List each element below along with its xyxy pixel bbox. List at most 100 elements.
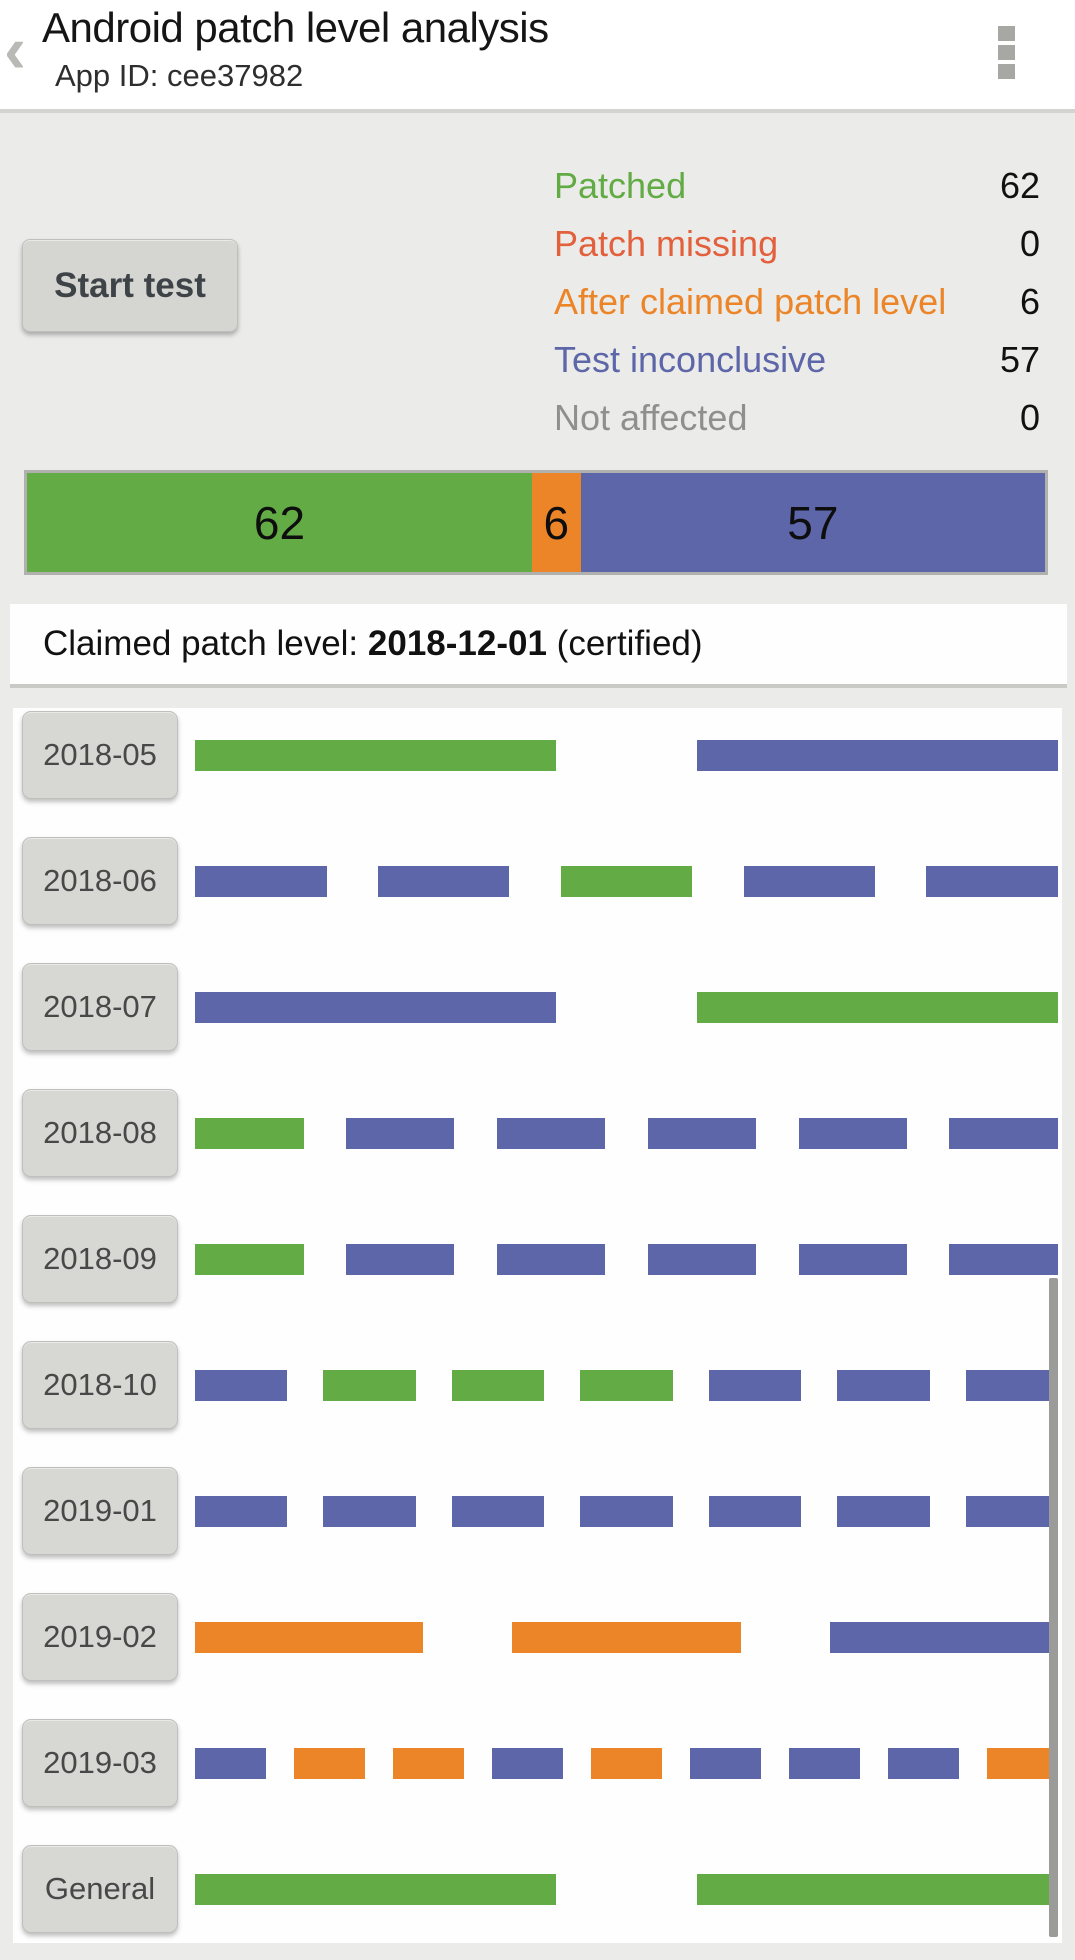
test-result-bars bbox=[195, 740, 1058, 771]
month-button-2018-08[interactable]: 2018-08 bbox=[22, 1089, 178, 1177]
patch-month-row: 2018-05 bbox=[13, 711, 1062, 799]
result-segment-after_claimed bbox=[293, 1748, 366, 1779]
result-segment-inconclusive bbox=[788, 1748, 861, 1779]
test-result-bars bbox=[195, 1118, 1058, 1149]
test-result-bars bbox=[195, 1244, 1058, 1275]
result-segment-inconclusive bbox=[887, 1748, 959, 1779]
result-segment-inconclusive bbox=[798, 1118, 908, 1149]
claimed-date: 2018-12-01 bbox=[367, 624, 547, 663]
legend-value: 6 bbox=[1019, 281, 1040, 322]
scrollbar[interactable] bbox=[1049, 1278, 1058, 1937]
result-segment-inconclusive bbox=[926, 866, 1058, 897]
result-segment-inconclusive bbox=[195, 992, 557, 1023]
results-legend: Patched 62 Patch missing 0 After claimed pat… bbox=[554, 157, 1040, 447]
result-segment-after_claimed bbox=[512, 1622, 741, 1653]
claimed-patch-level-bar: Claimed patch level: 2018-12-01 (certifi… bbox=[10, 604, 1067, 688]
claimed-suffix: (certified) bbox=[546, 624, 703, 663]
result-segment-inconclusive bbox=[837, 1370, 930, 1401]
legend-item: Test inconclusive 57 bbox=[554, 331, 1040, 389]
results-stacked-bar: 62 6 57 bbox=[24, 470, 1048, 575]
stacked-bar-segment: 62 bbox=[27, 473, 532, 572]
result-segment-after_claimed bbox=[590, 1748, 663, 1779]
test-result-bars bbox=[195, 1874, 1058, 1905]
patch-month-row: General bbox=[13, 1845, 1062, 1933]
result-segment-inconclusive bbox=[949, 1244, 1058, 1275]
month-button-2018-10[interactable]: 2018-10 bbox=[22, 1341, 178, 1429]
test-result-bars bbox=[195, 1622, 1058, 1653]
result-segment-inconclusive bbox=[195, 1748, 267, 1779]
patch-month-row: 2019-01 bbox=[13, 1467, 1062, 1555]
result-segment-inconclusive bbox=[965, 1496, 1058, 1527]
month-button-2018-07[interactable]: 2018-07 bbox=[22, 963, 178, 1051]
test-result-bars bbox=[195, 866, 1058, 897]
patch-month-row: 2018-07 bbox=[13, 963, 1062, 1051]
legend-label: Test inconclusive bbox=[554, 339, 827, 380]
result-segment-patched bbox=[560, 866, 693, 897]
result-segment-inconclusive bbox=[451, 1496, 545, 1527]
result-segment-patched bbox=[323, 1370, 416, 1401]
result-segment-patched bbox=[195, 1118, 304, 1149]
back-icon[interactable]: ‹ bbox=[4, 12, 26, 86]
result-segment-inconclusive bbox=[689, 1748, 762, 1779]
legend-label: Not affected bbox=[554, 397, 748, 438]
result-segment-patched bbox=[195, 1244, 304, 1275]
result-segment-inconclusive bbox=[195, 1370, 288, 1401]
legend-label: Patched bbox=[554, 165, 687, 206]
result-segment-inconclusive bbox=[708, 1370, 802, 1401]
month-button-2018-09[interactable]: 2018-09 bbox=[22, 1215, 178, 1303]
result-segment-inconclusive bbox=[345, 1244, 455, 1275]
legend-label: After claimed patch level bbox=[554, 281, 947, 322]
result-segment-inconclusive bbox=[377, 866, 510, 897]
overflow-menu-icon[interactable] bbox=[998, 26, 1015, 83]
result-segment-after_claimed bbox=[195, 1622, 424, 1653]
result-segment-inconclusive bbox=[580, 1496, 673, 1527]
result-segment-inconclusive bbox=[829, 1622, 1058, 1653]
month-button-2019-01[interactable]: 2019-01 bbox=[22, 1467, 178, 1555]
legend-label: Patch missing bbox=[554, 223, 779, 264]
patch-month-row: 2019-02 bbox=[13, 1593, 1062, 1681]
month-button-2018-05[interactable]: 2018-05 bbox=[22, 711, 178, 799]
app-header: ‹ Android patch level analysis App ID: c… bbox=[0, 0, 1075, 113]
result-segment-inconclusive bbox=[965, 1370, 1058, 1401]
result-segment-inconclusive bbox=[195, 1496, 288, 1527]
patch-month-row: 2018-08 bbox=[13, 1089, 1062, 1177]
result-segment-after_claimed bbox=[986, 1748, 1058, 1779]
test-result-bars bbox=[195, 1748, 1058, 1779]
legend-item: After claimed patch level 6 bbox=[554, 273, 1040, 331]
result-segment-inconclusive bbox=[195, 866, 327, 897]
result-segment-inconclusive bbox=[496, 1118, 606, 1149]
patch-month-row: 2018-09 bbox=[13, 1215, 1062, 1303]
result-segment-patched bbox=[580, 1370, 673, 1401]
result-segment-patched bbox=[195, 1874, 557, 1905]
result-segment-patched bbox=[696, 992, 1058, 1023]
month-button-2019-03[interactable]: 2019-03 bbox=[22, 1719, 178, 1807]
result-segment-inconclusive bbox=[647, 1118, 757, 1149]
stacked-bar-segment: 6 bbox=[531, 473, 581, 572]
legend-item: Patched 62 bbox=[554, 157, 1040, 215]
legend-item: Not affected 0 bbox=[554, 389, 1040, 447]
patch-month-row: 2018-06 bbox=[13, 837, 1062, 925]
month-button-2018-06[interactable]: 2018-06 bbox=[22, 837, 178, 925]
legend-value: 0 bbox=[1019, 397, 1040, 438]
month-button-2019-02[interactable]: 2019-02 bbox=[22, 1593, 178, 1681]
test-result-bars bbox=[195, 1496, 1058, 1527]
start-test-button[interactable]: Start test bbox=[22, 239, 238, 332]
result-segment-patched bbox=[195, 740, 557, 771]
test-result-bars bbox=[195, 992, 1058, 1023]
result-segment-patched bbox=[696, 1874, 1058, 1905]
result-segment-patched bbox=[451, 1370, 545, 1401]
legend-value: 0 bbox=[1019, 223, 1040, 264]
app-id-label: App ID: cee37982 bbox=[55, 58, 304, 93]
claimed-prefix: Claimed patch level: bbox=[43, 624, 368, 663]
result-segment-inconclusive bbox=[708, 1496, 802, 1527]
result-segment-inconclusive bbox=[496, 1244, 606, 1275]
month-button-general[interactable]: General bbox=[22, 1845, 178, 1933]
test-result-bars bbox=[195, 1370, 1058, 1401]
result-segment-inconclusive bbox=[323, 1496, 416, 1527]
patch-month-row: 2018-10 bbox=[13, 1341, 1062, 1429]
result-segment-inconclusive bbox=[491, 1748, 564, 1779]
legend-item: Patch missing 0 bbox=[554, 215, 1040, 273]
result-segment-inconclusive bbox=[345, 1118, 455, 1149]
legend-value: 62 bbox=[999, 165, 1040, 206]
